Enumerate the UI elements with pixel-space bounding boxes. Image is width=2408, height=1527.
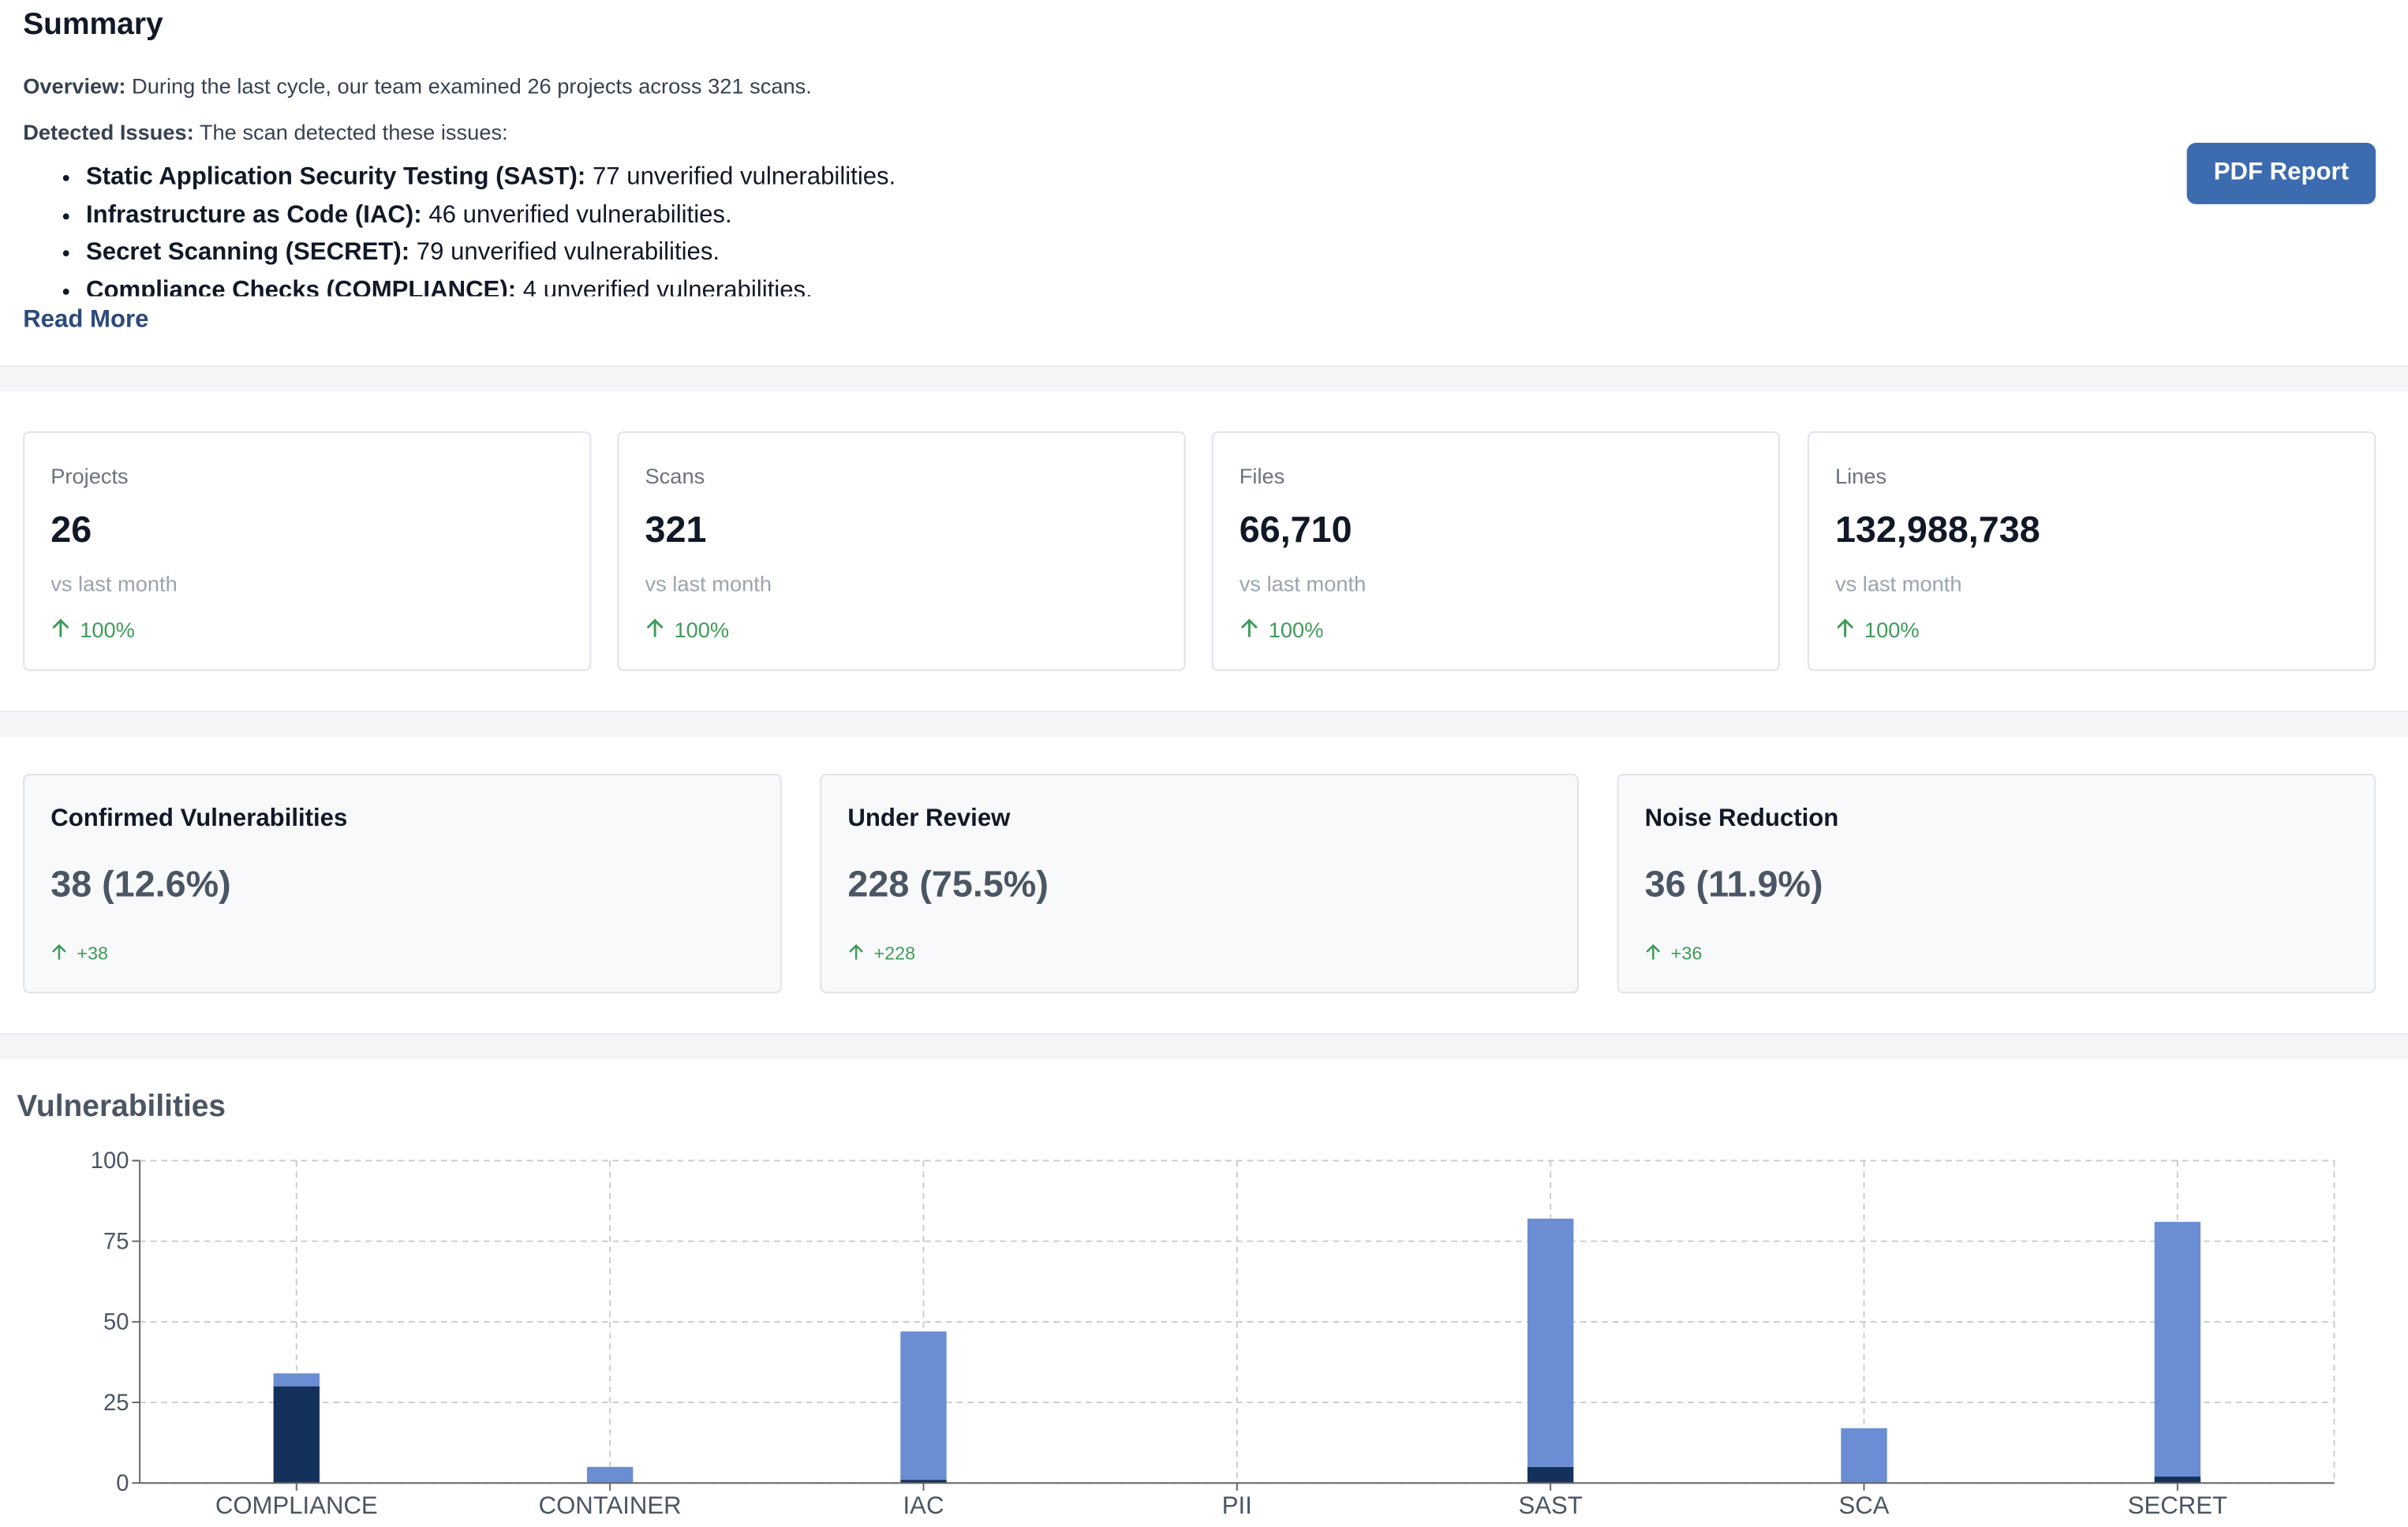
bar <box>1527 1219 1574 1467</box>
stat-change: 100% <box>1835 617 1920 642</box>
bar <box>900 1331 947 1480</box>
stat-value: 66,710 <box>1239 510 1352 551</box>
x-tick-label: SAST <box>1519 1492 1583 1519</box>
stat-change-value: 100% <box>674 617 730 642</box>
read-more[interactable]: Read More <box>23 307 149 334</box>
overview: Overview: During the last cycle, our tea… <box>23 73 812 98</box>
stat-change-value: 100% <box>80 617 135 642</box>
stat-value: 132,988,738 <box>1834 510 2040 551</box>
chart: 0 25 50 75 100 COMPLIANCE CONTAINER IAC PII SAST S… <box>91 1148 2335 1519</box>
stat-value: 26 <box>50 510 92 551</box>
up-arrow <box>1646 944 1661 960</box>
issue-item: Infrastructure as Code (IAC): 46 unverif… <box>86 198 1468 236</box>
separator <box>0 711 2408 737</box>
metric-card: Noise Reduction 36 (11.9%) +36 <box>1617 773 2376 994</box>
bar <box>273 1386 320 1484</box>
stat-caption: vs last month <box>645 571 772 596</box>
metric-label: Confirmed Vulnerabilities <box>50 805 348 832</box>
issue-label: Infrastructure as Code (IAC): <box>85 202 422 229</box>
x-tick-label: SCA <box>1839 1492 1890 1519</box>
up-arrow <box>1837 618 1854 637</box>
chart-title: Vulnerabilities <box>17 1089 226 1124</box>
up-arrow <box>52 944 66 960</box>
metric-change: +38 <box>50 943 108 964</box>
stat-change: 100% <box>50 617 135 642</box>
stat-card: Files 66,710 vs last month 100% <box>1211 431 1780 671</box>
stat-label: Lines <box>1834 463 1887 488</box>
y-tick-label: 25 <box>103 1391 129 1416</box>
y-tick-label: 0 <box>116 1471 129 1496</box>
stat-card: Lines 132,988,738 vs last month 100% <box>1807 431 2376 671</box>
pdf-button[interactable]: PDF Report <box>2186 143 2376 204</box>
y-tick-label: 75 <box>103 1229 129 1254</box>
metric-change-value: +228 <box>873 943 916 965</box>
stat-change: 100% <box>1240 617 1324 642</box>
bar <box>273 1373 320 1387</box>
metric-card: Confirmed Vulnerabilities 38 (12.6%) +38 <box>23 773 782 994</box>
stat-caption: vs last month <box>50 571 178 596</box>
metric-label: Noise Reduction <box>1644 805 1839 832</box>
up-arrow <box>1240 618 1258 637</box>
metric-change-value: +38 <box>77 943 108 965</box>
stat-change-value: 100% <box>1268 617 1324 642</box>
stat-caption: vs last month <box>1239 571 1367 596</box>
x-tick-label: IAC <box>903 1492 944 1519</box>
metric-change-value: +36 <box>1670 943 1703 965</box>
issue-text: 4 unverified vulnerabilities. <box>522 278 813 297</box>
bar <box>586 1466 634 1484</box>
y-tick-label: 50 <box>103 1310 129 1335</box>
stat-card: Projects 26 vs last month 100% <box>23 431 592 671</box>
issue-item: Static Application Security Testing (SAS… <box>86 159 1468 197</box>
bar <box>1527 1466 1574 1484</box>
stat-change: 100% <box>645 617 730 642</box>
metric-value: 38 (12.6%) <box>50 864 231 906</box>
bar <box>2154 1477 2201 1484</box>
overview-label: Overview: <box>23 73 126 99</box>
up-arrow <box>646 618 664 637</box>
bar <box>900 1480 947 1484</box>
metric-change: +228 <box>847 943 915 964</box>
metric-card: Under Review 228 (75.5%) +228 <box>820 773 1579 994</box>
separator <box>0 365 2408 392</box>
metric-label: Under Review <box>847 805 1011 832</box>
summary-title: Summary <box>23 7 163 42</box>
issue-item: Secret Scanning (SECRET): 79 unverified … <box>86 236 1468 274</box>
x-tick-label: PII <box>1222 1492 1252 1519</box>
up-arrow <box>849 944 864 960</box>
issue-text: 46 unverified vulnerabilities. <box>428 202 732 229</box>
issue-text: 77 unverified vulnerabilities. <box>592 164 896 191</box>
stat-change-value: 100% <box>1864 617 1920 642</box>
issues-text: The scan detected these issues: <box>199 119 508 144</box>
stat-caption: vs last month <box>1834 571 1962 596</box>
stat-label: Projects <box>50 463 129 488</box>
up-arrow <box>52 618 69 637</box>
issue-label: Static Application Security Testing (SAS… <box>85 164 586 191</box>
issue-item: Compliance Checks (COMPLIANCE): 4 unveri… <box>86 274 1468 297</box>
stat-label: Scans <box>645 463 705 488</box>
issue-text: 79 unverified vulnerabilities. <box>416 240 720 267</box>
separator <box>0 1032 2408 1060</box>
issue-label: Secret Scanning (SECRET): <box>85 240 410 267</box>
y-tick-label: 100 <box>91 1148 129 1174</box>
issue-list: Static Application Security Testing (SAS… <box>23 159 1468 296</box>
metric-value: 228 (75.5%) <box>847 864 1049 906</box>
issues-label: Detected Issues: <box>23 119 194 144</box>
bar <box>2154 1222 2201 1477</box>
metric-change: +36 <box>1645 943 1703 965</box>
x-tick-label: CONTAINER <box>539 1492 682 1519</box>
overview-text: During the last cycle, our team examined… <box>132 73 812 99</box>
bar <box>1841 1428 1887 1484</box>
stat-card: Scans 321 vs last month 100% <box>617 431 1186 671</box>
x-tick-label: COMPLIANCE <box>215 1492 378 1519</box>
stat-value: 321 <box>645 510 707 551</box>
stat-label: Files <box>1239 463 1285 488</box>
metric-value: 36 (11.9%) <box>1644 864 1823 906</box>
issue-label: Compliance Checks (COMPLIANCE): <box>85 278 517 297</box>
x-tick-label: SECRET <box>2128 1492 2227 1519</box>
issues: Detected Issues: The scan detected these… <box>23 120 508 144</box>
